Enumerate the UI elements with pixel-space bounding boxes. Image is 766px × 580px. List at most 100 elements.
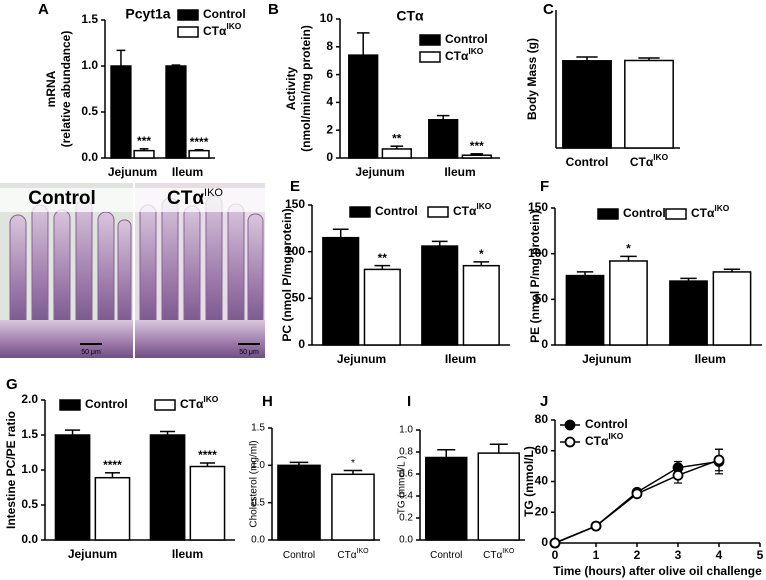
panel-letter: I: [407, 393, 411, 410]
title-band: [135, 188, 265, 212]
x-tick-label: Ileum: [172, 165, 203, 179]
y-tick-label: 6: [326, 67, 333, 81]
significance: ****: [198, 448, 217, 462]
y-tick-label: 10: [320, 11, 334, 25]
superscript: IKO: [608, 431, 623, 441]
y-axis-label: (nmol/min/mg protein): [299, 25, 313, 152]
y-axis-label: (relative abundance): [59, 31, 73, 148]
histology-panel: D Control CTαIKO 50 μm 50 μm: [0, 181, 265, 358]
y-tick-label: 1.0: [399, 425, 413, 436]
y-tick-label: 0.2: [399, 513, 413, 524]
text: Ileum: [172, 547, 203, 561]
y-tick-label: 4: [326, 95, 333, 109]
y-tick-label: 1.0: [21, 462, 38, 476]
chart-title: Pcyt1a: [125, 6, 170, 22]
significance: *: [351, 458, 355, 469]
superscript: IKO: [357, 548, 370, 555]
significance: **: [392, 131, 402, 145]
bar: [149, 434, 186, 541]
text: Ileum: [445, 352, 476, 366]
marker: [672, 469, 684, 481]
y-tick-label: 1.5: [81, 12, 98, 26]
series-line: [554, 460, 720, 544]
y-tick-label: 0.0: [81, 150, 98, 164]
legend-marker: [564, 436, 576, 448]
panel-letter: C: [543, 1, 554, 18]
legend-label: Control: [585, 417, 628, 431]
bar: [428, 119, 459, 159]
text: CTα: [180, 397, 204, 411]
superscript: IKO: [226, 21, 241, 31]
y-tick-label: 2.0: [21, 392, 38, 406]
scale-label: 50 μm: [239, 349, 259, 356]
legend-label: Control: [623, 206, 666, 220]
y-tick-label: 0.0: [399, 535, 413, 546]
bar: [322, 236, 360, 346]
bar: [477, 452, 520, 541]
y-tick-label: 40: [535, 474, 549, 488]
text: CTα: [585, 434, 609, 448]
y-tick-label: 20: [535, 504, 549, 518]
significance: *: [626, 242, 631, 256]
y-tick-label: 150: [285, 197, 305, 211]
legend-label: CTαIKO: [203, 21, 242, 38]
x-tick-label: CTαIKO: [630, 152, 669, 169]
panel-letter: E: [290, 178, 300, 195]
x-tick-label: Control: [430, 550, 462, 561]
y-axis-label: mRNA: [44, 70, 58, 107]
bar: [565, 274, 605, 346]
text: Control: [85, 397, 128, 411]
y-tick-label: 50: [535, 292, 549, 306]
superscript: IKO: [653, 152, 668, 162]
y-axis-label: PE (nmol P/mg protein): [528, 210, 542, 343]
panel-letter: B: [268, 1, 279, 18]
significance: ****: [103, 458, 122, 472]
legend-label: Control: [445, 32, 488, 46]
panel-letter: H: [262, 393, 273, 410]
marker: [631, 488, 643, 500]
scale-label: 50 μm: [81, 349, 101, 356]
superscript: IKO: [476, 201, 491, 211]
legend-label: CTαIKO: [453, 201, 492, 218]
text: Control: [585, 417, 628, 431]
panel-letter: F: [540, 178, 549, 195]
x-tick-label: Control: [283, 550, 315, 561]
x-tick-label: Jejunum: [68, 547, 117, 561]
significance: ***: [137, 134, 151, 148]
x-tick-label: 5: [757, 548, 764, 562]
bar: [54, 434, 91, 541]
bar: [624, 59, 674, 149]
legend-swatch: [665, 208, 687, 220]
y-tick-label: 100: [285, 244, 305, 258]
y-tick-label: 0: [541, 535, 548, 549]
title-text: CTα: [167, 188, 204, 209]
y-tick-label: 0.0: [251, 535, 265, 546]
y-tick-label: 2: [326, 122, 333, 136]
x-tick-label: 1: [593, 548, 600, 562]
y-tick-label: 8: [326, 39, 333, 53]
text: Ileum: [444, 165, 475, 179]
x-tick-label: CTαIKO: [483, 548, 515, 560]
significance: *: [479, 247, 484, 261]
legend-swatch: [154, 399, 176, 411]
y-axis-label: TG (mmol/L ): [397, 456, 408, 515]
legend-label: CTαIKO: [445, 46, 484, 63]
marker: [713, 454, 725, 466]
y-tick-label: 1.5: [21, 427, 38, 441]
legend-label: Control: [203, 7, 246, 21]
text: Control: [623, 206, 666, 220]
text: Control: [430, 550, 462, 561]
significance: ****: [190, 135, 209, 149]
y-tick-label: 0.4: [399, 491, 413, 502]
bar: [461, 154, 492, 159]
text: Jejunum: [582, 352, 631, 366]
legend-swatch: [427, 206, 449, 218]
bar: [363, 268, 401, 346]
y-axis-label: Cholesterol (mg/ml): [249, 440, 260, 527]
bar: [562, 60, 612, 149]
x-tick-label: CTαIKO: [337, 548, 369, 560]
bar: [462, 264, 500, 346]
y-tick-label: 1.0: [251, 460, 265, 471]
bar: [425, 456, 468, 541]
